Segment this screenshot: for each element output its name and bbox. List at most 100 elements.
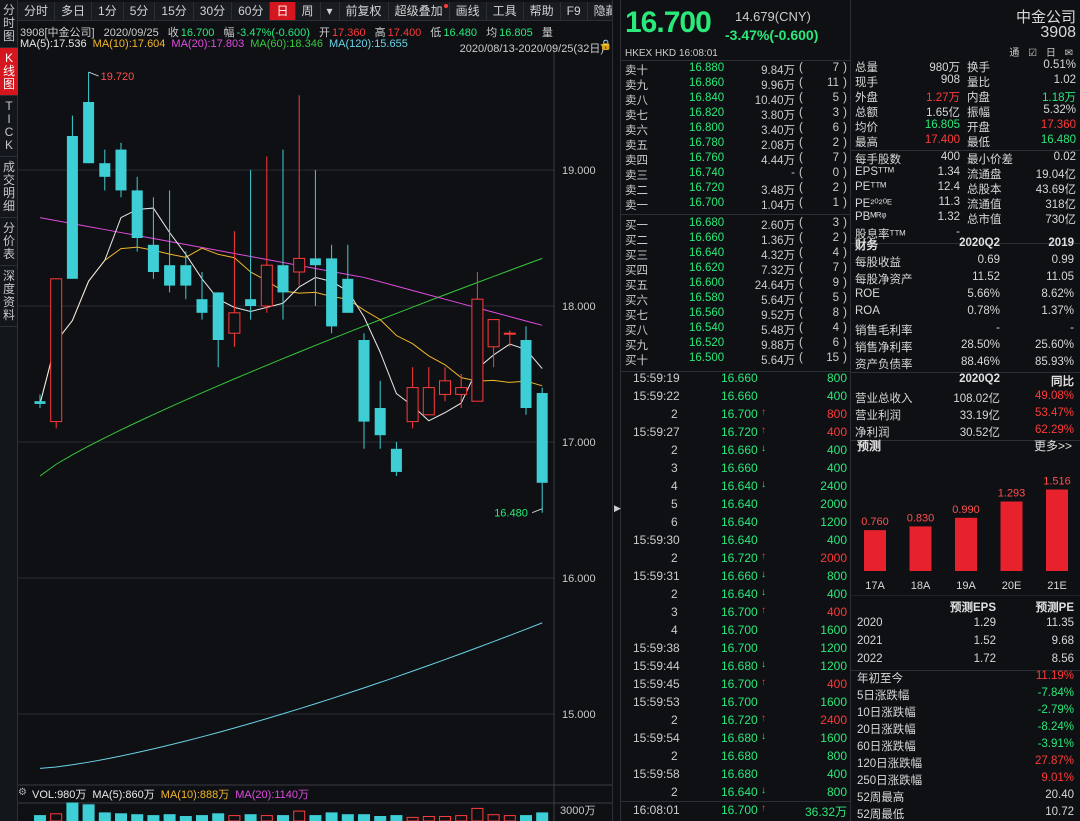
orderbook-volume: 9.96万 xyxy=(761,80,795,92)
orderbook-count: 7 xyxy=(832,262,839,274)
orderbook-paren-close: ) xyxy=(843,137,847,149)
stat-value: 1.32 xyxy=(937,211,960,223)
stat-value: 17.360 xyxy=(1040,119,1076,131)
toolbar-button-5[interactable]: 30分 xyxy=(194,2,233,20)
toolbar-button-0[interactable]: 分时 xyxy=(18,2,56,20)
forecast-bar xyxy=(1000,501,1023,571)
toolbar-button-8[interactable]: 周 xyxy=(296,2,321,20)
orderbook-paren-open: ( xyxy=(799,232,803,244)
tick-price: 16.720 xyxy=(721,713,758,727)
orderbook-volume: 24.64万 xyxy=(754,280,795,292)
sidebar-tab-3[interactable]: 成 交 明 细 xyxy=(0,157,18,218)
finance-value-2: - xyxy=(1070,322,1074,334)
toolbar-button-16[interactable]: 隐藏 xyxy=(588,2,624,20)
quick-icons[interactable]: 通 ☑ 日 ✉ xyxy=(1009,48,1076,59)
orderbook-row[interactable]: 买九 16.520 9.88万 (6) xyxy=(621,337,851,352)
chevron-right-icon[interactable]: ▶ xyxy=(614,503,621,513)
toolbar-button-label: 多日 xyxy=(61,4,86,18)
candle-body-up xyxy=(406,387,419,423)
orderbook-row[interactable]: 卖八 16.840 10.40万 (5) xyxy=(621,92,851,107)
orderbook-paren-close: ) xyxy=(843,92,847,104)
toolbar-button-9[interactable]: ▾ xyxy=(321,2,340,20)
lock-icon[interactable]: 🔒 xyxy=(599,40,612,51)
orderbook-row[interactable]: 买五 16.600 24.64万 (9) xyxy=(621,277,851,292)
finance-row: 每股净资产 11.52 11.05 xyxy=(851,271,1080,288)
tick-row: 15:59:22 16.660 400 xyxy=(621,389,851,407)
orderbook-row[interactable]: 卖十 16.880 9.84万 (7) xyxy=(621,62,851,77)
orderbook-count: 9 xyxy=(832,277,839,289)
sidebar-tab-1[interactable]: K 线 图 xyxy=(0,48,18,96)
finance-value-2: 62.29% xyxy=(1034,424,1074,436)
toolbar-button-1[interactable]: 多日 xyxy=(55,2,93,20)
toolbar-button-15[interactable]: F9 xyxy=(561,2,588,20)
sidebar-tab-2[interactable]: T I C K xyxy=(0,96,18,157)
tick-row: 15:59:58 16.680 400 xyxy=(621,767,851,785)
panel-collapse-strip[interactable]: ▶ xyxy=(612,0,621,821)
toolbar-button-4[interactable]: 15分 xyxy=(155,2,194,20)
orderbook-row[interactable]: 卖三 16.740 -(0) xyxy=(621,167,851,182)
orderbook-row[interactable]: 买三 16.640 4.32万 (4) xyxy=(621,247,851,262)
toolbar-button-3[interactable]: 5分 xyxy=(124,2,156,20)
orderbook-row[interactable]: 买四 16.620 7.32万 (7) xyxy=(621,262,851,277)
orderbook-row[interactable]: 卖二 16.720 3.48万 (2) xyxy=(621,182,851,197)
stat-value: 43.69亿 xyxy=(1035,184,1076,196)
orderbook-count: 4 xyxy=(832,247,839,259)
candle-body-up xyxy=(50,278,63,423)
orderbook-paren-open: ( xyxy=(799,277,803,289)
orderbook-paren-close: ) xyxy=(843,152,847,164)
toolbar-button-13[interactable]: 工具 xyxy=(487,2,524,20)
tick-price: 16.640 xyxy=(721,533,758,547)
orderbook-paren-close: ) xyxy=(843,232,847,244)
tick-price: 16.720 xyxy=(721,551,758,565)
finance-value-1: 28.50% xyxy=(960,339,1000,351)
orderbook-row[interactable]: 买二 16.660 1.36万 (2) xyxy=(621,232,851,247)
volume-bar xyxy=(82,804,95,821)
finance-key: ROA xyxy=(855,305,880,317)
orderbook-row[interactable]: 卖一 16.700 1.04万 (1) xyxy=(621,197,851,212)
return-row: 52周最高 20.40 xyxy=(851,789,1080,806)
tick-volume: 400 xyxy=(826,677,847,691)
kline-chart-area: 19.000 18.000 17.000 16.000 15.000 3000万 19.72… xyxy=(18,22,612,821)
forecast-more-link[interactable]: 更多>> xyxy=(1033,439,1072,453)
finance-value-1: 108.02亿 xyxy=(953,393,1000,405)
toolbar-button-11[interactable]: 超级叠加 xyxy=(389,2,450,20)
sidebar-tab-4[interactable]: 分 价 表 xyxy=(0,218,18,266)
orderbook-row[interactable]: 买八 16.540 5.48万 (4) xyxy=(621,322,851,337)
orderbook-row[interactable]: 卖九 16.860 9.96万 (11) xyxy=(621,77,851,92)
tick-volume: 1600 xyxy=(820,695,847,709)
kline-chart[interactable]: 19.000 18.000 17.000 16.000 15.000 3000万 19.72… xyxy=(18,22,612,821)
toolbar-button-14[interactable]: 帮助 xyxy=(524,2,561,20)
orderbook-row[interactable]: 买一 16.680 2.60万 (3) xyxy=(621,217,851,232)
ma-legend-item: MA(10):17.604 xyxy=(92,38,166,50)
orderbook-row[interactable]: 卖四 16.760 4.44万 (7) xyxy=(621,152,851,167)
volume-bar xyxy=(98,812,111,821)
stat-row: 每手股数 400 最小价差 0.02 xyxy=(851,151,1080,166)
tick-row: 2 16.640 ↓ 400 xyxy=(621,587,851,605)
stat-key: 振幅 xyxy=(967,107,990,119)
orderbook-paren-open: ( xyxy=(799,217,803,229)
orderbook-count: 3 xyxy=(832,107,839,119)
sidebar-tab-5[interactable]: 深 度 资 料 xyxy=(0,266,18,327)
tick-row: 3 16.660 400 xyxy=(621,461,851,479)
orderbook-row[interactable]: 买十 16.500 5.64万 (15) xyxy=(621,352,851,367)
eps-header: 预测EPS xyxy=(949,602,996,614)
orderbook-row[interactable]: 卖五 16.780 2.08万 (2) xyxy=(621,137,851,152)
orderbook-count: 2 xyxy=(832,137,839,149)
tick-price: 16.700 xyxy=(721,623,758,637)
toolbar-button-10[interactable]: 前复权 xyxy=(340,2,389,20)
toolbar-button-12[interactable]: 画线 xyxy=(450,2,487,20)
ma-legend-item: MA(20):17.803 xyxy=(171,38,245,50)
toolbar-button-6[interactable]: 60分 xyxy=(232,2,271,20)
orderbook-row[interactable]: 买六 16.580 5.64万 (5) xyxy=(621,292,851,307)
orderbook-row[interactable]: 卖六 16.800 3.40万 (6) xyxy=(621,122,851,137)
sidebar-tab-0[interactable]: 分 时 图 xyxy=(0,0,18,48)
gear-icon[interactable]: ⚙ xyxy=(18,787,27,798)
orderbook-row[interactable]: 卖七 16.820 3.80万 (3) xyxy=(621,107,851,122)
orderbook-level-label: 卖一 xyxy=(625,200,648,212)
orderbook-row[interactable]: 买七 16.560 9.52万 (8) xyxy=(621,307,851,322)
toolbar-button-7[interactable]: 日 xyxy=(270,2,296,20)
pe-header: 预测PE xyxy=(1035,602,1074,614)
return-value: -2.79% xyxy=(1037,704,1074,716)
toolbar-button-2[interactable]: 1分 xyxy=(92,2,124,20)
